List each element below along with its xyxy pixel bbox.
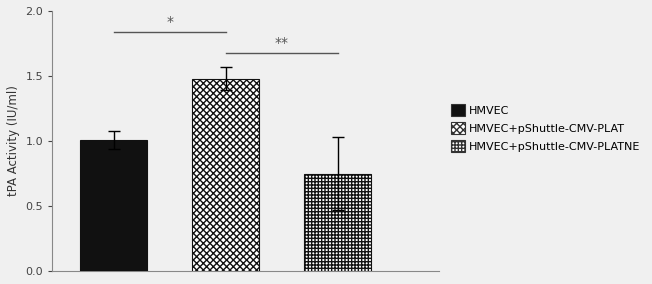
Bar: [192, 79, 259, 271]
Y-axis label: tPA Activity (IU/ml): tPA Activity (IU/ml): [7, 85, 20, 197]
Text: *: *: [166, 15, 173, 29]
Bar: [80, 140, 147, 271]
Text: **: **: [275, 36, 289, 50]
Bar: [304, 174, 372, 271]
Legend: HMVEC, HMVEC+pShuttle-CMV-PLAT, HMVEC+pShuttle-CMV-PLATNE: HMVEC, HMVEC+pShuttle-CMV-PLAT, HMVEC+pS…: [448, 101, 644, 155]
